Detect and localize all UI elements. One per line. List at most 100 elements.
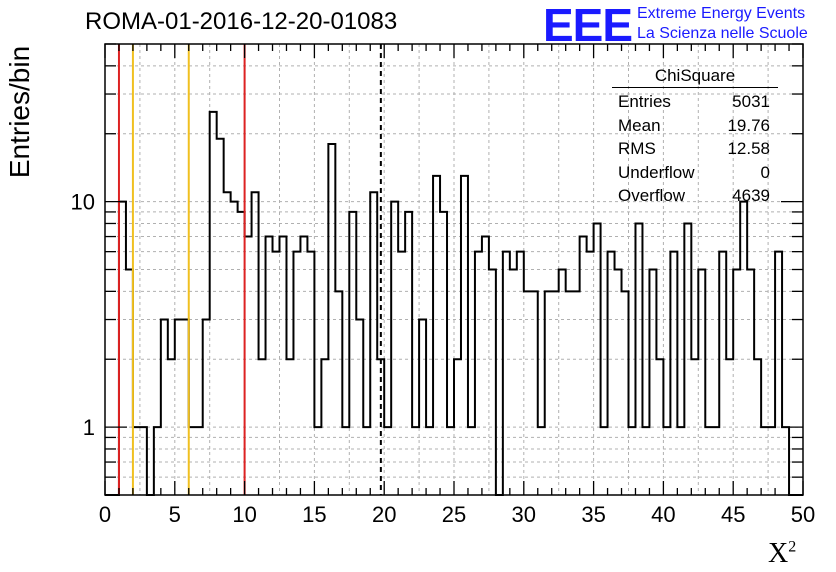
histogram-bin bbox=[321, 359, 328, 495]
histogram-bin bbox=[663, 427, 670, 495]
histogram-bin bbox=[747, 270, 754, 496]
histogram-bin bbox=[719, 252, 726, 495]
histogram-bin bbox=[517, 252, 524, 495]
histogram-bin bbox=[475, 252, 482, 495]
histogram-bin bbox=[363, 427, 370, 495]
histogram-bin bbox=[622, 291, 629, 495]
stats-label: Entries bbox=[618, 92, 671, 111]
histogram-bin bbox=[252, 192, 259, 495]
histogram-bin bbox=[629, 427, 636, 495]
stats-value: 19.76 bbox=[727, 115, 770, 135]
stats-value: 12.58 bbox=[727, 139, 770, 158]
histogram-bin bbox=[126, 270, 133, 496]
histogram-bin bbox=[314, 427, 321, 495]
histogram-bin bbox=[189, 427, 196, 495]
stats-row-entries: Entries 5031 bbox=[612, 90, 778, 114]
histogram-bin bbox=[615, 270, 622, 496]
histogram-bin bbox=[489, 270, 496, 496]
histogram-bin bbox=[210, 112, 217, 495]
histogram-bin bbox=[775, 252, 782, 495]
histogram-bin bbox=[635, 223, 642, 495]
histogram-bin bbox=[245, 237, 252, 495]
x-tick-label: 20 bbox=[372, 502, 396, 527]
x-tick-label: 40 bbox=[651, 502, 675, 527]
x-axis-label-base: X bbox=[768, 538, 789, 569]
histogram-bin bbox=[468, 427, 475, 495]
histogram-bin bbox=[559, 270, 566, 496]
chart-title: ROMA-01-2016-12-20-01083 bbox=[85, 8, 398, 35]
histogram-bin bbox=[642, 427, 649, 495]
histogram-bin bbox=[349, 212, 356, 495]
y-tick-label: 1 bbox=[83, 415, 95, 440]
stats-row-overflow: Overflow 4639 bbox=[612, 184, 778, 208]
histogram-bin bbox=[328, 144, 335, 495]
histogram-bin bbox=[412, 427, 419, 495]
y-axis-label: Entries/bin bbox=[4, 45, 35, 179]
histogram-bin bbox=[531, 291, 538, 495]
histogram-bin bbox=[691, 359, 698, 495]
histogram-bin bbox=[154, 427, 161, 495]
histogram-bin bbox=[670, 252, 677, 495]
histogram-bin bbox=[656, 359, 663, 495]
stats-label: RMS bbox=[618, 139, 656, 158]
logo-line-2: La Scienza nelle Scuole bbox=[637, 25, 808, 42]
histogram-bin bbox=[782, 427, 789, 495]
histogram-bin bbox=[419, 320, 426, 495]
stats-label: Underflow bbox=[618, 162, 695, 182]
histogram-bin bbox=[461, 176, 468, 495]
histogram-bin bbox=[552, 291, 559, 495]
histogram-bin bbox=[196, 427, 203, 495]
histogram-bin bbox=[203, 320, 210, 495]
histogram-bin bbox=[280, 237, 287, 495]
x-tick-label: 0 bbox=[99, 502, 111, 527]
x-tick-label: 10 bbox=[232, 502, 256, 527]
histogram-bin bbox=[391, 202, 398, 495]
stats-value: 4639 bbox=[732, 186, 770, 205]
histogram-bin bbox=[454, 359, 461, 495]
stats-row-underflow: Underflow 0 bbox=[612, 161, 778, 185]
histogram-bin bbox=[566, 291, 573, 495]
histogram-bin bbox=[503, 252, 510, 495]
histogram-bin bbox=[740, 202, 747, 495]
histogram-bin bbox=[545, 291, 552, 495]
histogram-bin bbox=[286, 359, 293, 495]
histogram-bin bbox=[726, 359, 733, 495]
histogram-bin bbox=[573, 291, 580, 495]
histogram-bin bbox=[733, 270, 740, 496]
eee-logo-subtitle: Extreme Energy Events La Scienza nelle S… bbox=[637, 4, 808, 44]
histogram-bin bbox=[538, 427, 545, 495]
histogram-bin bbox=[370, 192, 377, 495]
stats-row-rms: RMS 12.58 bbox=[612, 137, 778, 161]
stats-value: 5031 bbox=[732, 92, 770, 111]
x-tick-label: 5 bbox=[169, 502, 181, 527]
histogram-bin bbox=[398, 252, 405, 495]
stats-label: Overflow bbox=[618, 186, 686, 205]
stats-title: ChiSquare bbox=[612, 66, 778, 88]
histogram-bin bbox=[161, 320, 168, 495]
histogram-bin bbox=[482, 237, 489, 495]
stats-value: 0 bbox=[760, 162, 770, 182]
stats-label: Mean bbox=[618, 115, 661, 135]
histogram-bin bbox=[266, 237, 273, 495]
y-tick-label: 10 bbox=[71, 190, 95, 215]
stats-box: ChiSquare Entries 5031 Mean 19.76 RMS 12.58… bbox=[612, 66, 778, 208]
histogram-bin bbox=[761, 427, 768, 495]
histogram-bin bbox=[440, 212, 447, 495]
histogram-outline bbox=[105, 110, 803, 496]
x-tick-label: 15 bbox=[302, 502, 326, 527]
x-tick-label: 45 bbox=[721, 502, 745, 527]
stats-row-mean: Mean 19.76 bbox=[612, 114, 778, 138]
histogram-bin bbox=[426, 427, 433, 495]
histogram-bin bbox=[433, 176, 440, 495]
histogram-bin bbox=[712, 427, 719, 495]
histogram-bin bbox=[587, 252, 594, 495]
histogram-bin bbox=[259, 359, 266, 495]
histogram-bin bbox=[447, 427, 454, 495]
histogram-bin bbox=[594, 223, 601, 495]
histogram-bin bbox=[168, 359, 175, 495]
logo-line-1: Extreme Energy Events bbox=[637, 5, 806, 22]
histogram-bin bbox=[293, 252, 300, 495]
eee-logo: EEE bbox=[543, 0, 633, 51]
histogram-bin bbox=[608, 252, 615, 495]
